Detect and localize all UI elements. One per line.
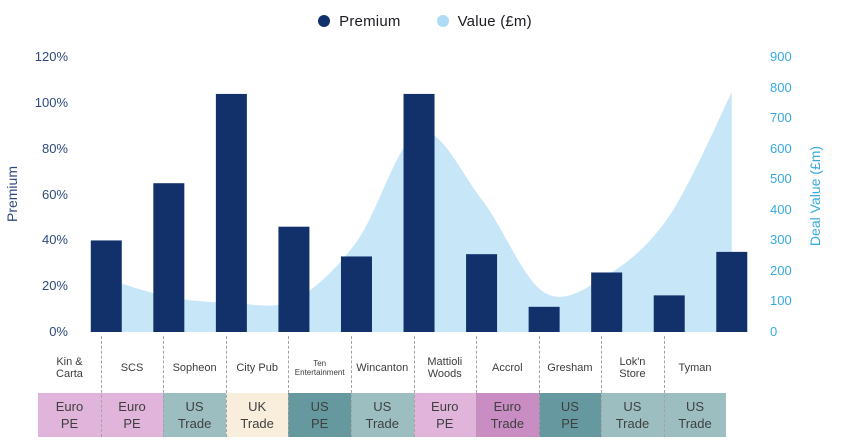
category-separator-6 [413,336,415,437]
category-label-8: Gresham [547,362,593,374]
right-axis-tick-6: 600 [770,140,792,156]
origin-cell-2: US Trade [163,393,226,437]
premium-bar-3 [278,226,310,332]
right-axis-tick-9: 900 [770,49,792,65]
left-axis-tick-3: 60% [41,186,68,202]
right-axis-tick-2: 200 [770,262,792,278]
category-label-7: Accrol [492,362,523,374]
left-axis-tick-0: 0% [49,324,68,339]
legend-premium-label: Premium [339,12,401,30]
left-axis-title: Premium [4,166,20,223]
origin-cell-10: US Trade [663,393,727,437]
category-label-2: Sopheon [172,362,217,374]
right-axis-tick-5: 500 [770,171,792,187]
category-label-0: Kin & Carta [56,356,83,380]
category-separator-4 [288,336,290,437]
category-separator-10 [663,336,665,437]
category-separator-7 [476,336,478,437]
category-separator-5 [350,336,352,437]
category-separator-8 [538,336,540,437]
premium-bar-0 [90,240,122,332]
category-label-5: Wincanton [356,362,409,374]
right-axis-tick-1: 100 [770,293,792,309]
category-separator-1 [100,336,102,437]
legend-item-premium: Premium [318,13,400,30]
category-label-4: Ten Entertainment [294,359,345,377]
premium-bar-7 [528,306,560,332]
premium-bar-6 [466,254,498,332]
right-axis-tick-4: 400 [770,201,792,217]
premium-bar-2 [215,93,247,332]
origin-cell-7: Euro Trade [476,393,539,437]
category-label-3: City Pub [236,362,278,374]
origin-cell-6: Euro PE [413,393,477,437]
category-label-6: Mattioli Woods [427,356,463,380]
premium-bar-4 [340,256,372,332]
premium-bar-1 [153,183,185,332]
category-label-9: Lok'n Store [619,356,646,380]
premium-bar-5 [403,93,435,332]
origin-cell-0: Euro PE [38,393,101,437]
left-axis-tick-4: 80% [41,140,68,156]
origin-cell-8: US PE [538,393,602,437]
chart-legend: Premium Value (£m) [0,8,850,34]
value-series-dot-icon [436,15,449,27]
premium-bar-10 [716,251,748,332]
premium-bar-8 [591,272,623,332]
premium-series-dot-icon [318,15,331,27]
category-label-10: Tyman [678,362,712,374]
left-axis-tick-2: 40% [41,232,68,248]
category-separator-3 [225,336,227,437]
category-label-1: SCS [120,362,144,374]
legend-value-label: Value (£m) [457,12,532,30]
left-axis-tick-6: 120% [34,49,68,65]
origin-cell-9: US Trade [601,393,664,437]
legend-item-value: Value (£m) [436,12,532,30]
category-separator-2 [163,336,165,437]
left-axis-tick-1: 20% [41,278,68,294]
category-separator-9 [601,336,603,437]
origin-cell-5: US Trade [350,393,414,437]
origin-cell-3: UK Trade [225,393,289,437]
right-axis-tick-8: 800 [770,79,792,95]
premium-bar-9 [653,295,685,332]
origin-cell-4: US PE [288,393,351,437]
right-axis-tick-0: 0 [770,324,778,339]
right-axis-tick-7: 700 [770,110,792,126]
left-axis-tick-5: 100% [34,95,68,111]
origin-cell-1: Euro PE [100,393,164,437]
right-axis-tick-3: 300 [770,232,792,248]
